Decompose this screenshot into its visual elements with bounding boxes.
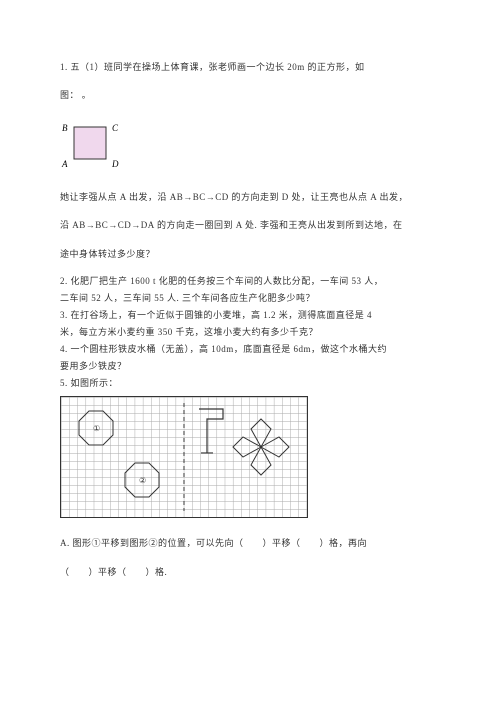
p1-text-2: 图： 。 bbox=[60, 88, 440, 102]
label-B: B bbox=[62, 123, 68, 133]
label-A: A bbox=[61, 159, 68, 169]
octagon-2-label: ② bbox=[139, 476, 146, 485]
label-D: D bbox=[111, 159, 119, 169]
p1-text-1: 1. 五（1）班同学在操场上体育课，张老师画一个边长 20m 的正方形，如 bbox=[60, 60, 440, 74]
grid-shapes-svg: ① ② bbox=[61, 397, 307, 517]
grid-diagram: ① ② bbox=[60, 396, 308, 518]
p2-text-1: 2. 化肥厂把生产 1600 t 化肥的任务按三个车间的人数比分配，一车间 53… bbox=[60, 275, 440, 288]
label-C: C bbox=[112, 123, 119, 133]
octagon-1-label: ① bbox=[93, 424, 100, 433]
square-svg: B C A D bbox=[60, 117, 130, 171]
document-page: 1. 五（1）班同学在操场上体育课，张老师画一个边长 20m 的正方形，如 图：… bbox=[0, 0, 500, 633]
p3-text-1: 3. 在打谷场上，有一个近似于圆锥的小麦堆，高 1.2 米，测得底面直径是 4 bbox=[60, 309, 440, 322]
p3-text-2: 米，每立方米小麦约重 350 千克，这堆小麦大约有多少千克？ bbox=[60, 326, 440, 339]
p1-text-3: 她让李强从点 A 出发，沿 AB→BC→CD 的方向走到 D 处，让王亮也从点 … bbox=[60, 190, 440, 204]
p4-text-1: 4. 一个圆柱形铁皮水桶（无盖），高 10dm，底面直径是 6dm，做这个水桶大… bbox=[60, 343, 440, 356]
p1-text-5: 途中身体转过多少度？ bbox=[60, 247, 440, 261]
p2-text-2: 二车间 52 人，三车间 55 人. 三个车间各应生产化肥多少吨？ bbox=[60, 292, 440, 305]
pinwheel-shape bbox=[233, 419, 289, 475]
p5A-text-2: （ ）平移（ ）格. bbox=[60, 565, 440, 579]
p5A-text-1: A. 图形①平移到图形②的位置，可以先向（ ）平移（ ）格，再向 bbox=[60, 536, 440, 550]
p4-text-2: 要用多少铁皮？ bbox=[60, 360, 440, 373]
p1-text-4: 沿 AB→BC→CD→DA 的方向走一圈回到 A 处. 李强和王亮从出发到所到达… bbox=[60, 218, 440, 232]
bracket-shape bbox=[199, 409, 223, 453]
square-diagram: B C A D bbox=[60, 117, 440, 176]
p5-text-1: 5. 如图所示： bbox=[60, 377, 440, 390]
